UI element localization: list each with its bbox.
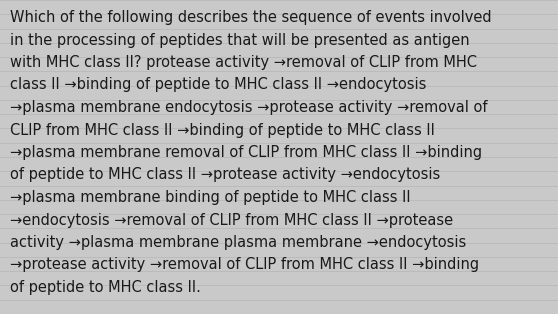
Text: class II →binding of peptide to MHC class II →endocytosis: class II →binding of peptide to MHC clas…: [10, 78, 426, 93]
Text: →plasma membrane endocytosis →protease activity →removal of: →plasma membrane endocytosis →protease a…: [10, 100, 488, 115]
Text: with MHC class II? protease activity →removal of CLIP from MHC: with MHC class II? protease activity →re…: [10, 55, 477, 70]
Text: Which of the following describes the sequence of events involved: Which of the following describes the seq…: [10, 10, 492, 25]
Text: of peptide to MHC class II.: of peptide to MHC class II.: [10, 280, 201, 295]
Text: CLIP from MHC class II →binding of peptide to MHC class II: CLIP from MHC class II →binding of pepti…: [10, 122, 435, 138]
Text: in the processing of peptides that will be presented as antigen: in the processing of peptides that will …: [10, 33, 470, 47]
Text: activity →plasma membrane plasma membrane →endocytosis: activity →plasma membrane plasma membran…: [10, 235, 466, 250]
Text: →plasma membrane binding of peptide to MHC class II: →plasma membrane binding of peptide to M…: [10, 190, 411, 205]
Text: →endocytosis →removal of CLIP from MHC class II →protease: →endocytosis →removal of CLIP from MHC c…: [10, 213, 453, 228]
Text: of peptide to MHC class II →protease activity →endocytosis: of peptide to MHC class II →protease act…: [10, 167, 440, 182]
Text: →protease activity →removal of CLIP from MHC class II →binding: →protease activity →removal of CLIP from…: [10, 257, 479, 273]
Text: →plasma membrane removal of CLIP from MHC class II →binding: →plasma membrane removal of CLIP from MH…: [10, 145, 482, 160]
